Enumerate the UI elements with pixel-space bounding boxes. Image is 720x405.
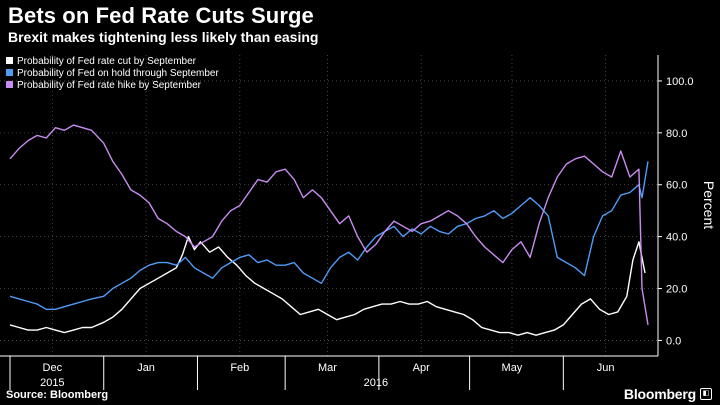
legend: Probability of Fed rate cut by September… xyxy=(6,56,219,91)
brand-name: Bloomberg xyxy=(623,386,696,402)
legend-swatch-3 xyxy=(6,81,13,88)
source-note: Source: Bloomberg xyxy=(6,389,109,401)
series-line-2 xyxy=(9,161,649,310)
x-year-label: 2016 xyxy=(364,377,388,389)
legend-label-2: Probability of Fed on hold through Septe… xyxy=(17,68,219,79)
series-line-3 xyxy=(9,124,649,326)
x-tick-label: Jan xyxy=(137,362,155,374)
chart-subtitle: Brexit makes tightening less likely than… xyxy=(8,29,319,45)
x-tick-label: May xyxy=(502,362,523,374)
series-line-1 xyxy=(9,235,646,336)
series-lines xyxy=(9,124,649,336)
x-year-label: 2015 xyxy=(40,377,64,389)
y-tick-label: 100.0 xyxy=(666,76,694,88)
axes: 0.0 20.0 40.0 60.0 80.0 100.0 Dec Jan Feb Mar Apr M… xyxy=(0,55,717,390)
y-tick-label: 60.0 xyxy=(666,180,687,192)
y-tick-label: 80.0 xyxy=(666,128,687,140)
legend-label-3: Probability of Fed rate hike by Septembe… xyxy=(17,80,202,91)
legend-swatch-1 xyxy=(6,57,13,64)
gridlines xyxy=(0,55,658,356)
y-tick-label: 0.0 xyxy=(666,335,681,347)
x-tick-label: Feb xyxy=(230,362,249,374)
y-tick-label: 40.0 xyxy=(666,232,687,244)
y-tick-label: 20.0 xyxy=(666,284,687,296)
chart-title: Bets on Fed Rate Cuts Surge xyxy=(8,3,314,28)
legend-label-1: Probability of Fed rate cut by September xyxy=(17,56,197,67)
x-tick-label: Apr xyxy=(413,362,430,374)
x-tick-label: Jun xyxy=(597,362,615,374)
x-tick-label: Mar xyxy=(318,362,337,374)
bloomberg-badge-icon: ◧ xyxy=(700,388,712,400)
y-axis-title: Percent xyxy=(701,181,717,229)
bloomberg-logo: Bloomberg ◧ xyxy=(624,386,712,402)
legend-swatch-2 xyxy=(6,69,13,76)
x-tick-label: Dec xyxy=(43,362,63,374)
